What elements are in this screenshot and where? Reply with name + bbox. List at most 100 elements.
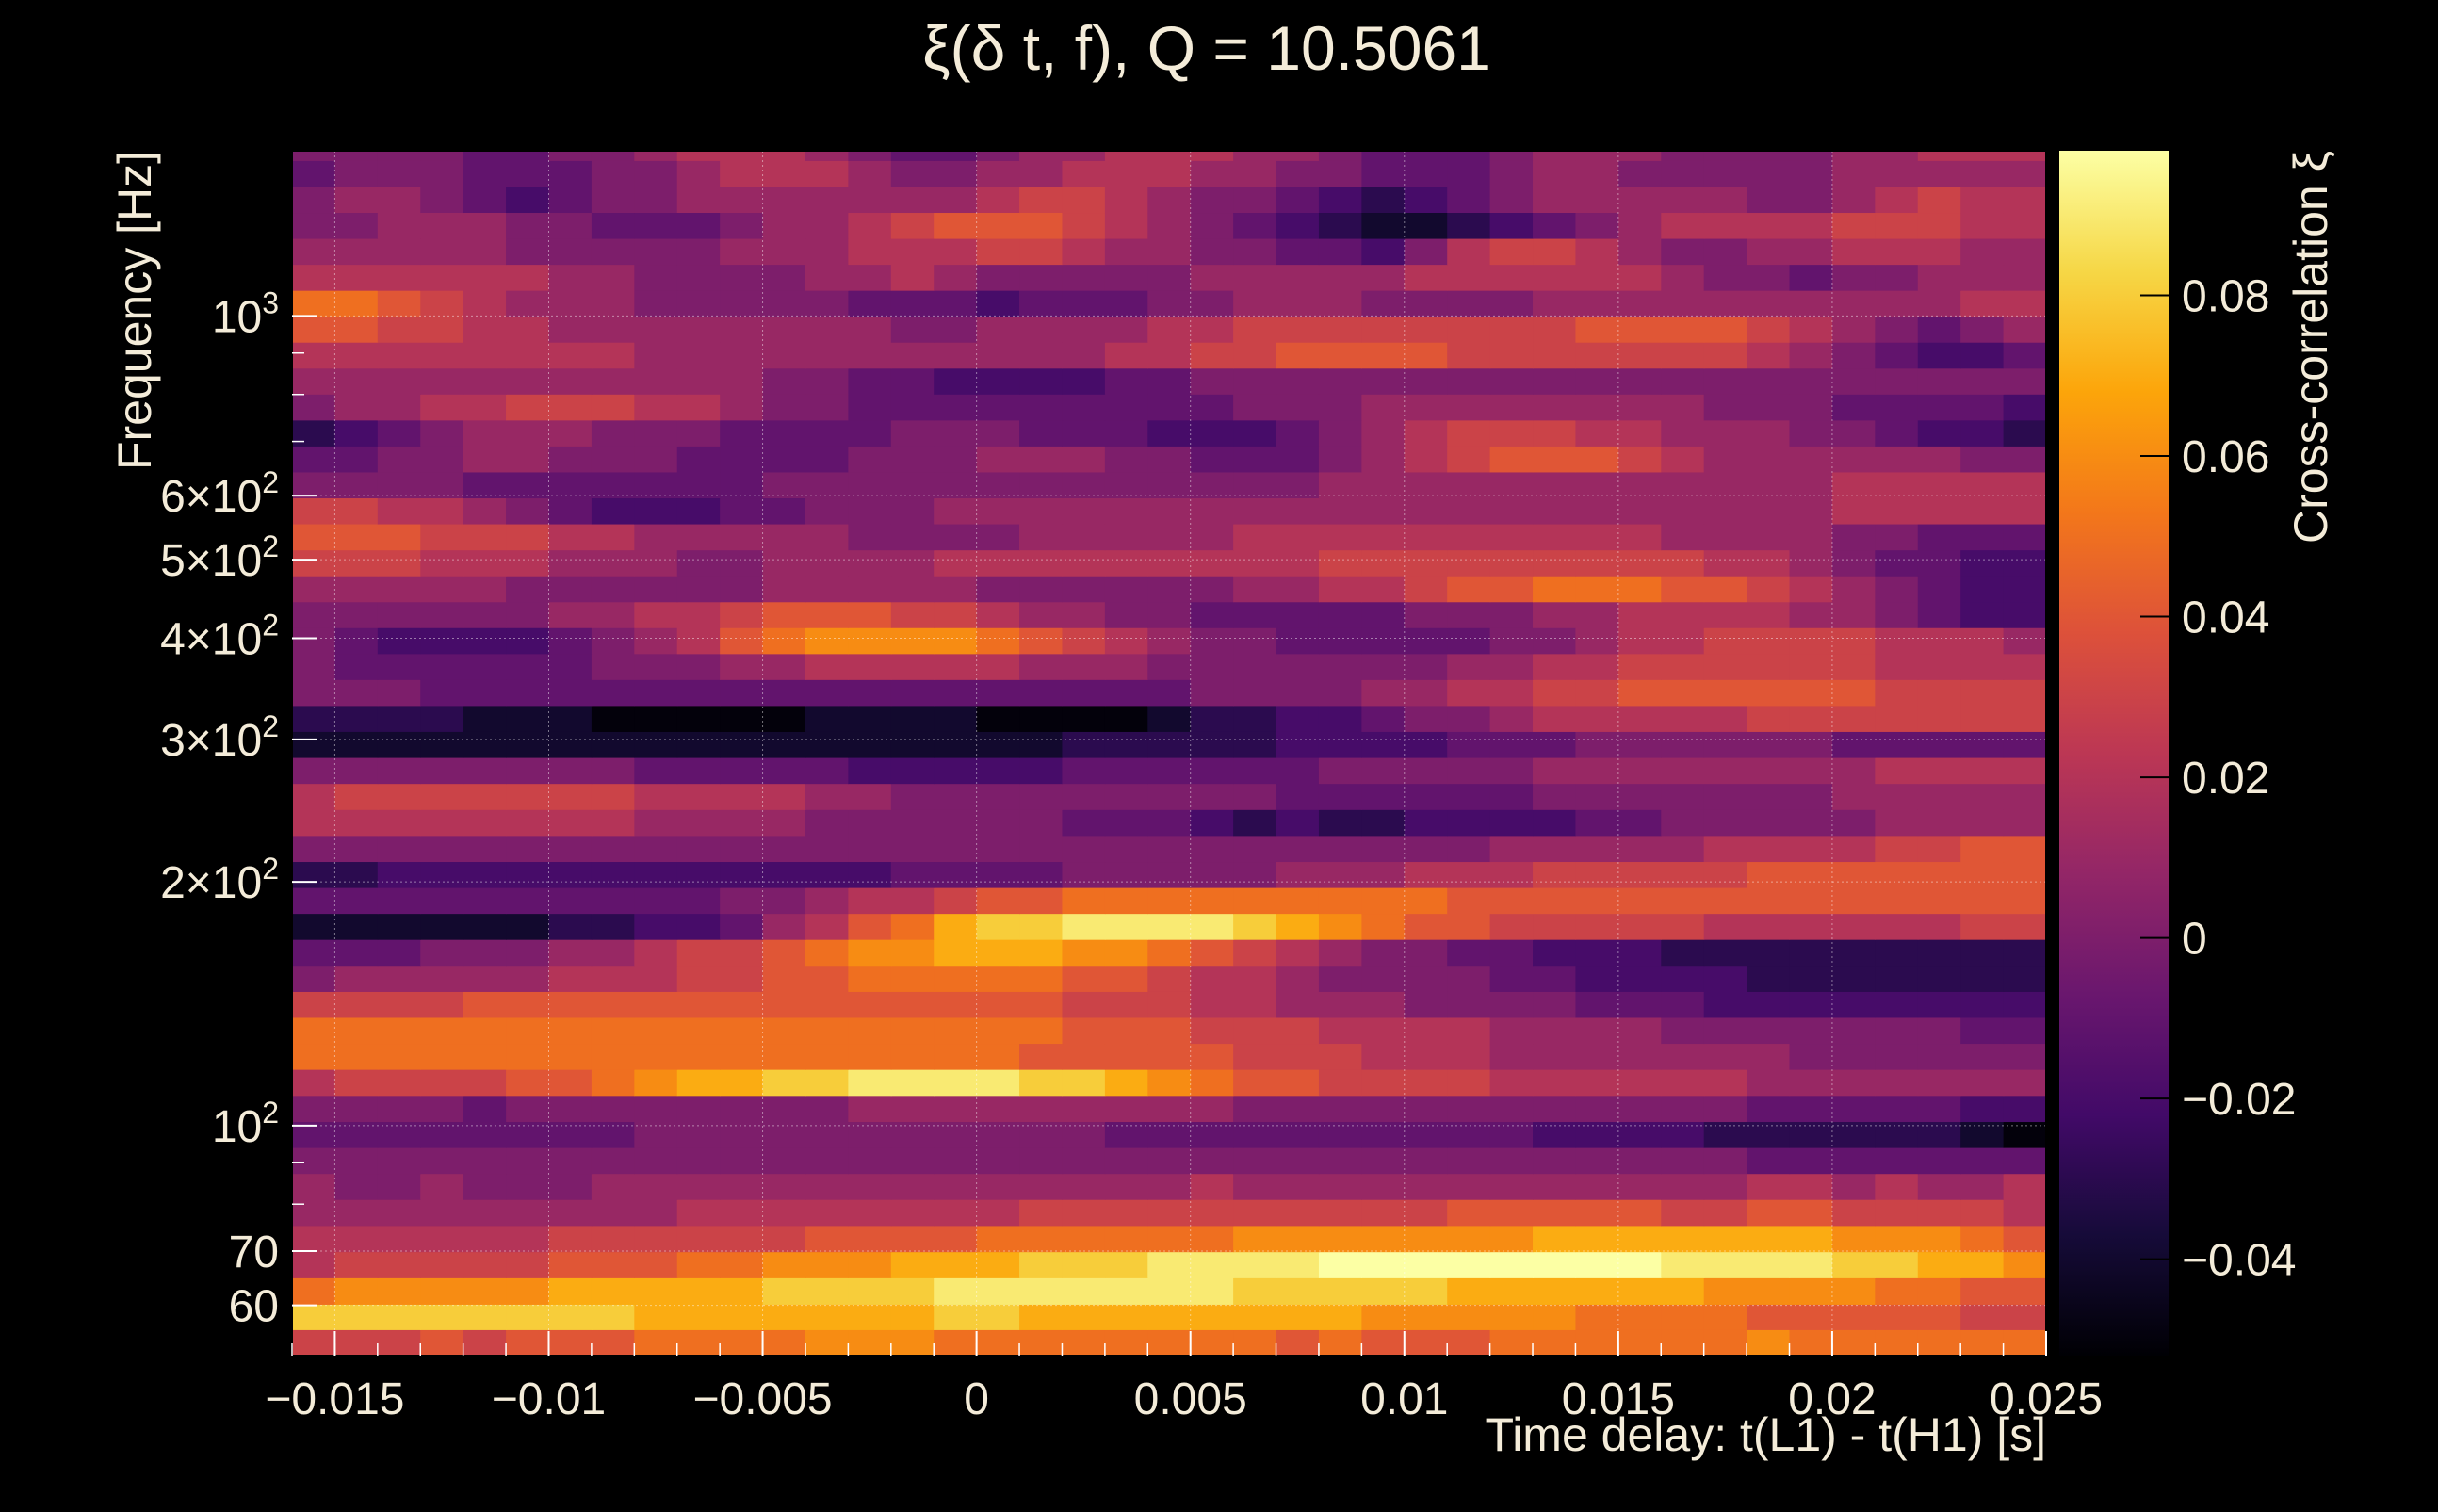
heatmap-cell bbox=[1361, 160, 1406, 187]
heatmap-cell bbox=[1147, 1095, 1192, 1123]
heatmap-cell bbox=[1661, 783, 1705, 810]
x-tick-label: 0.01 bbox=[1360, 1374, 1448, 1424]
heatmap-cell bbox=[420, 1095, 464, 1123]
heatmap-cell bbox=[2003, 394, 2047, 421]
heatmap-cell bbox=[463, 471, 507, 499]
heatmap-cell bbox=[934, 835, 978, 863]
heatmap-cell bbox=[1960, 939, 2005, 967]
heatmap-cell bbox=[377, 419, 421, 447]
heatmap-cell bbox=[676, 783, 721, 810]
heatmap-cell bbox=[1875, 497, 1919, 525]
heatmap-cell bbox=[334, 1043, 379, 1070]
heatmap-cell bbox=[1875, 1173, 1919, 1200]
heatmap-cell bbox=[1661, 1147, 1705, 1175]
heatmap-cell bbox=[506, 471, 550, 499]
heatmap-cell bbox=[506, 601, 550, 628]
heatmap-cell bbox=[292, 627, 336, 655]
heatmap-cell bbox=[1789, 1121, 1833, 1148]
heatmap-cell bbox=[1019, 471, 1064, 499]
heatmap-cell bbox=[1318, 835, 1362, 863]
heatmap-cell bbox=[1831, 1199, 1876, 1227]
heatmap-cell bbox=[1104, 549, 1148, 577]
heatmap-cell bbox=[1960, 576, 2005, 603]
heatmap-cell bbox=[1404, 1251, 1448, 1278]
heatmap-cell bbox=[1404, 653, 1448, 680]
heatmap-cell bbox=[334, 965, 379, 992]
heatmap-cell bbox=[1147, 316, 1192, 343]
heatmap-cell bbox=[1318, 1173, 1362, 1200]
y-tick-label: 2×102 bbox=[160, 852, 279, 908]
heatmap-cell bbox=[334, 705, 379, 732]
heatmap-cell bbox=[1575, 601, 1619, 628]
heatmap-cell bbox=[934, 1251, 978, 1278]
heatmap-cell bbox=[805, 1199, 849, 1227]
heatmap-cell bbox=[848, 1069, 892, 1097]
heatmap-cell bbox=[420, 939, 464, 967]
heatmap-cell bbox=[1747, 186, 1791, 214]
heatmap-cell bbox=[591, 835, 635, 863]
heatmap-cell bbox=[1575, 1147, 1619, 1175]
heatmap-cell bbox=[1703, 471, 1747, 499]
heatmap-cell bbox=[2003, 1199, 2047, 1227]
heatmap-cell bbox=[676, 965, 721, 992]
heatmap-cell bbox=[1831, 731, 1876, 758]
heatmap-cell bbox=[548, 290, 593, 317]
heatmap-cell bbox=[1789, 679, 1833, 707]
heatmap-cell bbox=[1147, 1304, 1192, 1330]
heatmap-cell bbox=[934, 627, 978, 655]
heatmap-cell bbox=[1917, 965, 1961, 992]
heatmap-cell bbox=[1276, 1095, 1320, 1123]
heatmap-cell bbox=[1917, 939, 1961, 967]
heatmap-cell bbox=[1661, 419, 1705, 447]
heatmap-cell bbox=[1104, 601, 1148, 628]
heatmap-cell bbox=[1575, 861, 1619, 888]
heatmap-cell bbox=[1575, 446, 1619, 473]
heatmap-cell bbox=[1233, 965, 1277, 992]
heatmap-cell bbox=[762, 497, 806, 525]
heatmap-cell bbox=[463, 1277, 507, 1305]
heatmap-cell bbox=[720, 1016, 764, 1045]
heatmap-cell bbox=[463, 731, 507, 758]
heatmap-cell bbox=[1233, 160, 1277, 187]
heatmap-cell bbox=[1062, 471, 1106, 499]
heatmap-cell bbox=[805, 316, 849, 343]
heatmap-cell bbox=[934, 1173, 978, 1200]
heatmap-cell bbox=[1703, 523, 1747, 551]
heatmap-cell bbox=[890, 160, 935, 187]
heatmap-cell bbox=[292, 1173, 336, 1200]
heatmap-cell bbox=[334, 264, 379, 291]
heatmap-cell bbox=[334, 316, 379, 343]
heatmap-cell bbox=[720, 290, 764, 317]
heatmap-cell bbox=[1062, 1069, 1106, 1097]
heatmap-cell bbox=[720, 316, 764, 343]
heatmap-cell bbox=[1747, 212, 1791, 239]
heatmap-cell bbox=[1960, 991, 2005, 1018]
heatmap-cell bbox=[463, 419, 507, 447]
heatmap-cell bbox=[1447, 809, 1491, 837]
heatmap-cell bbox=[1361, 316, 1406, 343]
heatmap-cell bbox=[377, 367, 421, 395]
heatmap-cell bbox=[1533, 1121, 1577, 1148]
heatmap-cell bbox=[1617, 1225, 1662, 1253]
heatmap-cell bbox=[1703, 679, 1747, 707]
heatmap-cell bbox=[1533, 809, 1577, 837]
heatmap-cell bbox=[1276, 1043, 1320, 1070]
heatmap-cell bbox=[1104, 731, 1148, 758]
heatmap-cell bbox=[762, 1043, 806, 1070]
heatmap-cell bbox=[1276, 471, 1320, 499]
heatmap-cell bbox=[2003, 939, 2047, 967]
heatmap-cell bbox=[1276, 1173, 1320, 1200]
heatmap-cell bbox=[1617, 497, 1662, 525]
heatmap-cell bbox=[676, 1173, 721, 1200]
heatmap-cell bbox=[1917, 913, 1961, 940]
heatmap-cell bbox=[420, 1225, 464, 1253]
heatmap-cell bbox=[1276, 523, 1320, 551]
heatmap-cell bbox=[934, 1277, 978, 1305]
heatmap-cell bbox=[334, 523, 379, 551]
heatmap-cell bbox=[1489, 264, 1534, 291]
heatmap-cell bbox=[1062, 627, 1106, 655]
heatmap-cell bbox=[1960, 965, 2005, 992]
heatmap-cell bbox=[934, 394, 978, 421]
heatmap-cell bbox=[506, 835, 550, 863]
